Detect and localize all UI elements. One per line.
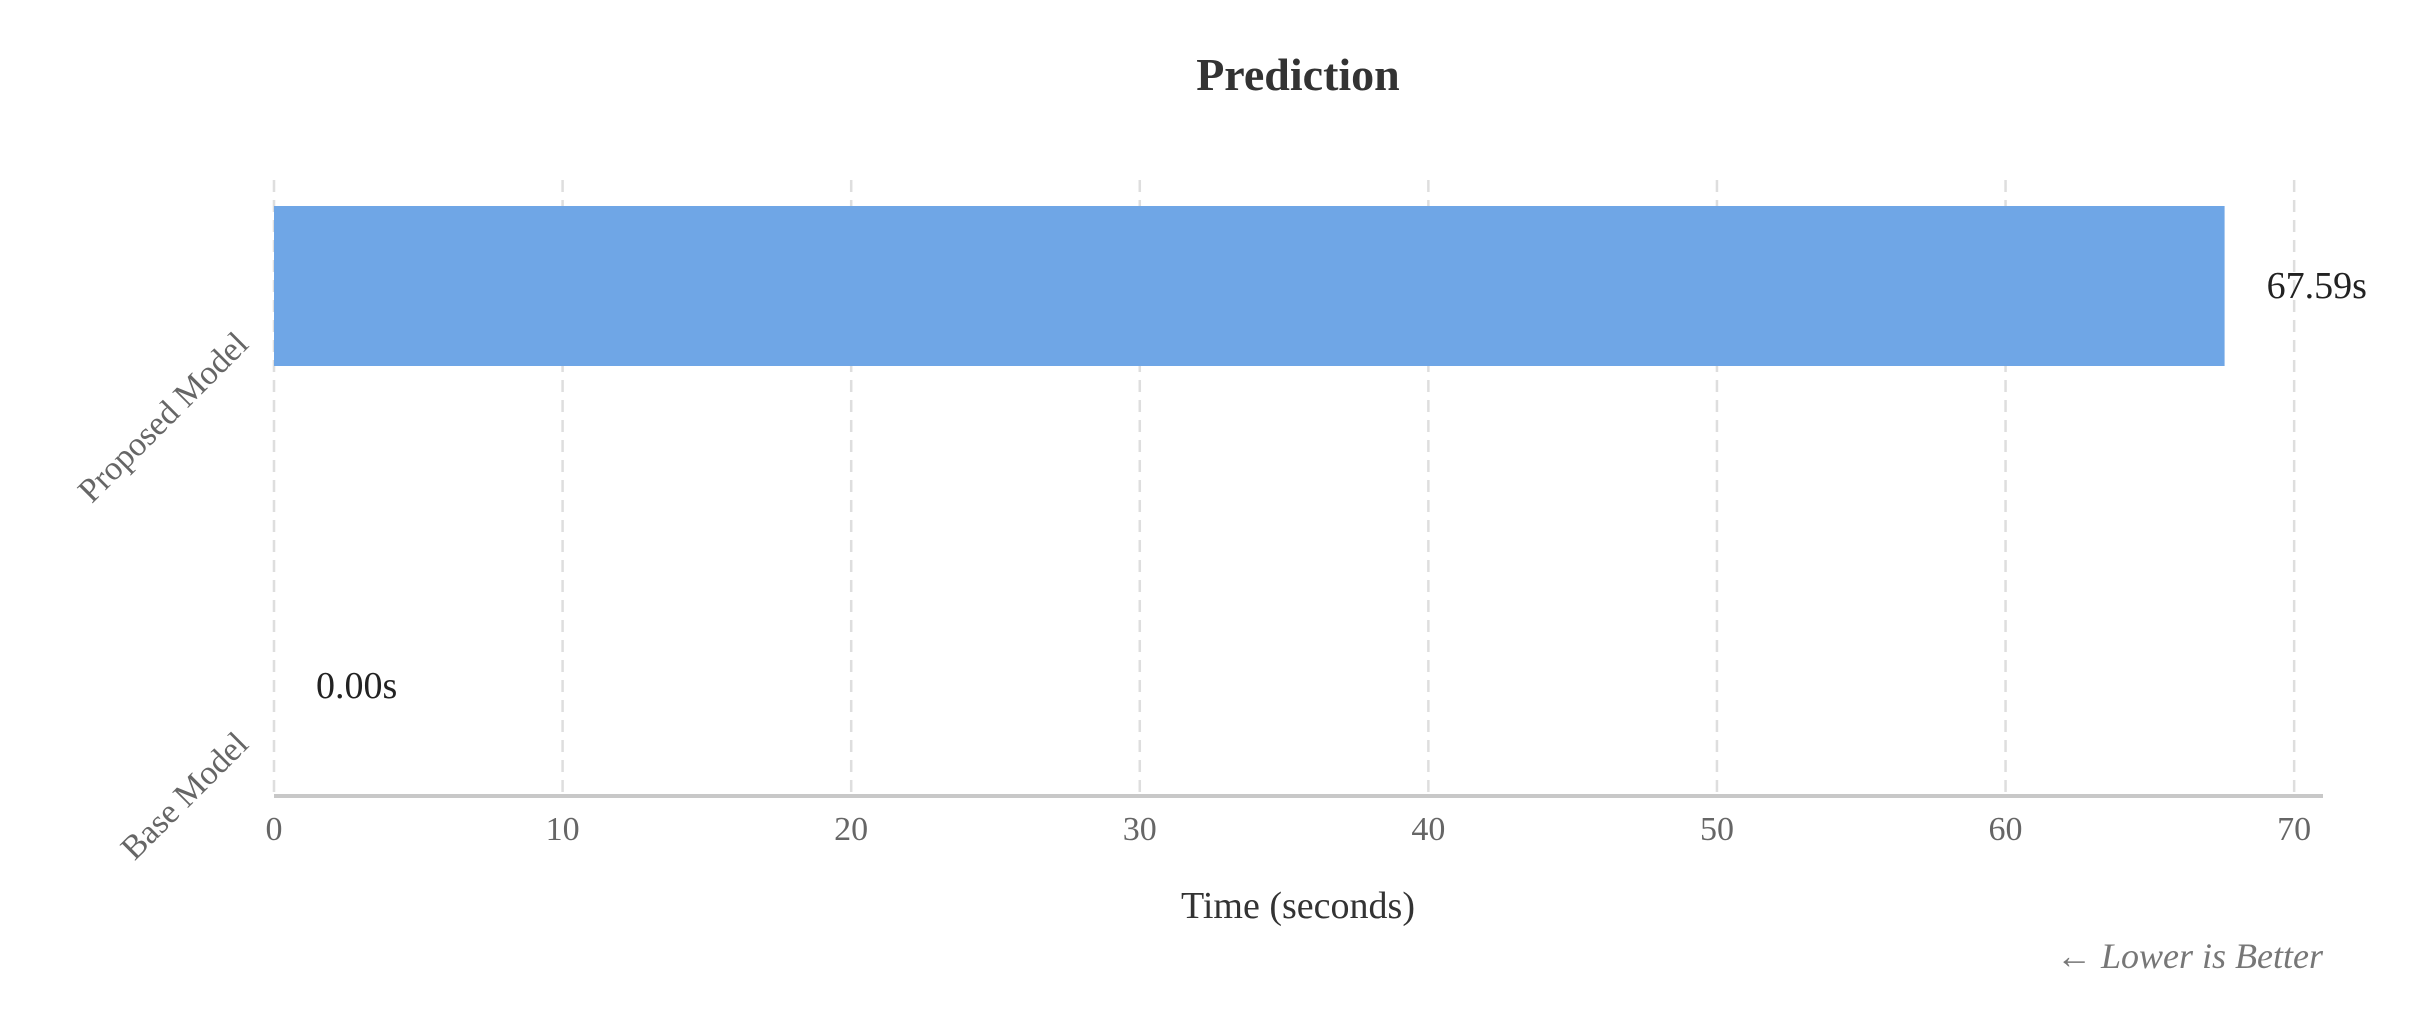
x-tick-label: 50 [1700,811,1734,848]
x-tick-label: 10 [546,811,580,848]
x-tick-label: 70 [2277,811,2311,848]
x-axis-label: Time (seconds) [1181,885,1415,927]
category-label: Proposed Model [71,325,255,509]
x-tick-label: 0 [266,811,283,848]
category-label: Base Model [114,725,256,867]
lower-is-better-annotation: ← Lower is Better [2056,936,2324,976]
chart-title: Prediction [1196,49,1400,100]
x-tick-label: 30 [1123,811,1157,848]
value-label: 67.59s [2267,265,2367,307]
bars [274,206,2225,366]
x-tick-label: 60 [1989,811,2023,848]
x-tick-label: 40 [1411,811,1445,848]
x-tick-label: 20 [834,811,868,848]
bar-proposed-model [274,206,2225,366]
value-label: 0.00s [316,665,397,707]
